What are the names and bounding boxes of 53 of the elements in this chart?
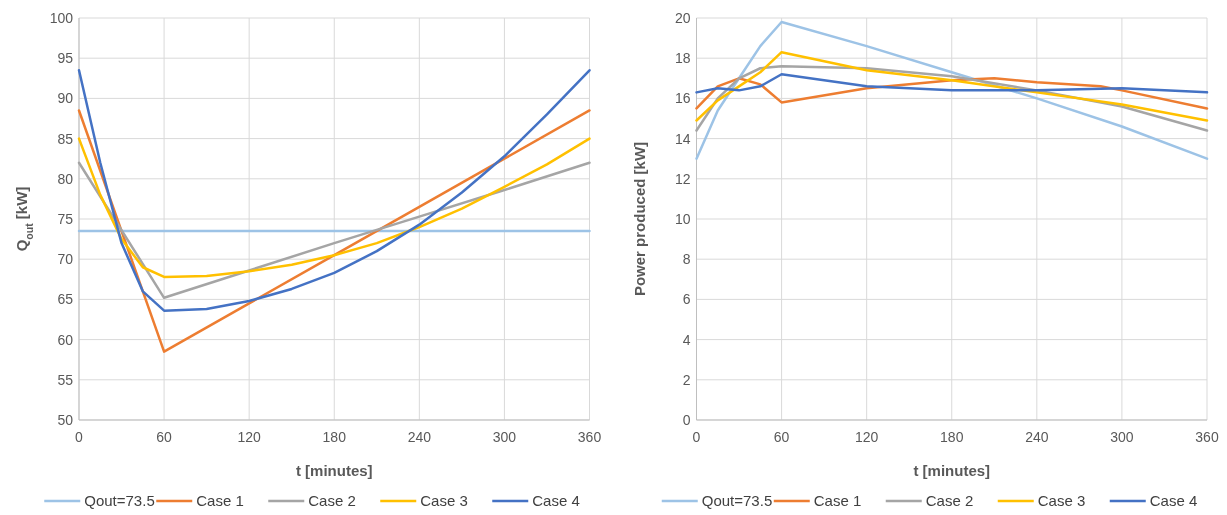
y-tick-label: 12 (674, 170, 691, 187)
y-tick-label: 10 (674, 210, 691, 227)
y-tick-label: 2 (682, 371, 691, 388)
y-tick-label: 65 (57, 291, 74, 308)
y-tick-label: 95 (57, 50, 74, 67)
line-series (77, 137, 591, 279)
line-series (695, 50, 1209, 122)
y-tick-label: 75 (57, 210, 74, 227)
x-tick-label: 240 (1025, 429, 1049, 445)
y-tick-label: 70 (57, 251, 74, 268)
legend-label: Case 1 (813, 492, 862, 510)
x-axis-title: t [minutes] (913, 462, 991, 479)
y-tick-label: 60 (57, 331, 74, 348)
x-axis-title: t [minutes] (295, 462, 373, 479)
y-tick-label: 90 (57, 90, 74, 107)
y-tick-label: 18 (674, 50, 691, 67)
y-tick-label: 4 (682, 331, 691, 348)
y-tick-label: 8 (682, 251, 691, 268)
y-axis-title: Power produced [kW] (630, 141, 648, 297)
x-tick-label: 0 (75, 429, 84, 445)
x-tick-label: 60 (156, 429, 173, 445)
x-tick-label: 0 (692, 429, 701, 445)
y-tick-label: 55 (57, 371, 74, 388)
y-tick-label: 16 (674, 90, 691, 107)
x-tick-label: 300 (492, 429, 517, 445)
x-tick-label: 120 (237, 429, 262, 445)
legend-label: Qout=73.5 (701, 492, 773, 510)
y-tick-label: 20 (674, 9, 691, 26)
y-tick-label: 6 (682, 291, 691, 308)
y-tick-label: 50 (57, 411, 74, 428)
x-tick-label: 120 (854, 429, 879, 445)
x-tick-label: 180 (322, 429, 347, 445)
x-tick-label: 240 (407, 429, 432, 445)
x-tick-label: 60 (773, 429, 790, 445)
y-tick-label: 80 (57, 170, 74, 187)
line-series (77, 69, 591, 312)
x-tick-label: 300 (1110, 429, 1134, 445)
legend-label: Case 4 (532, 492, 580, 510)
y-tick-label: 14 (674, 130, 691, 147)
legend-label: Case 2 (925, 492, 974, 510)
legend-label: Case 3 (1037, 492, 1086, 510)
legend-label: Case 3 (420, 492, 468, 510)
line-series (695, 73, 1209, 94)
x-tick-label: 360 (1195, 429, 1219, 445)
y-tick-label: 0 (682, 411, 691, 428)
legend-label: Qout=73.5 (84, 492, 155, 510)
legend-label: Case 1 (196, 492, 244, 510)
y-tick-label: 100 (49, 9, 74, 26)
x-tick-label: 360 (577, 429, 602, 445)
legend-label: Case 2 (308, 492, 356, 510)
legend-label: Case 4 (1149, 492, 1198, 510)
x-tick-label: 180 (940, 429, 964, 445)
y-tick-label: 85 (57, 130, 74, 147)
